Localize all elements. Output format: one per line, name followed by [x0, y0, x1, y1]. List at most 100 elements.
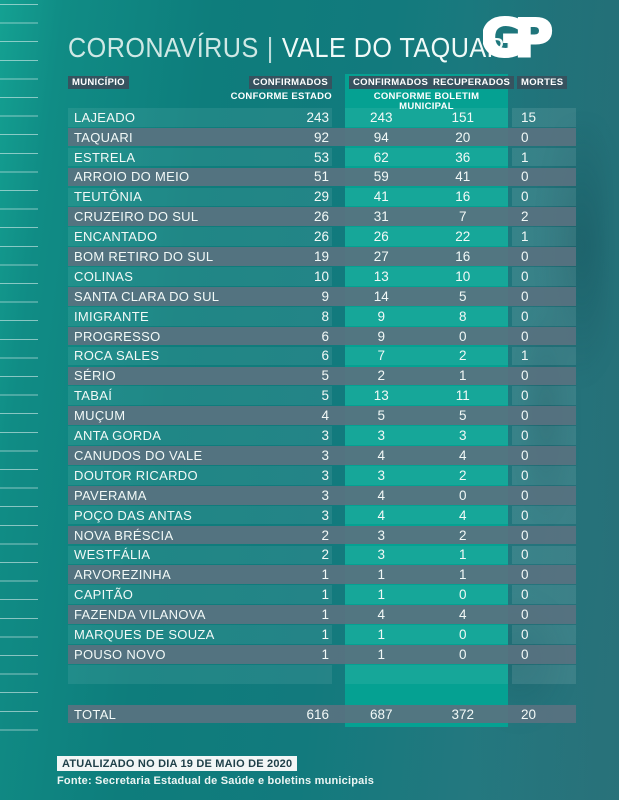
deaths-value: 0 [521, 368, 529, 384]
gap [332, 506, 345, 525]
municipality-name: SÉRIO [74, 368, 116, 384]
confirmed-state-value: 3 [321, 428, 329, 444]
deaths-value: 1 [512, 227, 576, 246]
municipality-name: TAQUARI [74, 129, 133, 145]
recovered-value: 10 [426, 267, 508, 286]
municipality-name: CRUZEIRO DO SUL [74, 209, 199, 225]
deaths-value [512, 685, 576, 704]
gp-logo: GP [480, 6, 563, 71]
footer: ATUALIZADO NO DIA 19 DE MAIO DE 2020 Fon… [57, 754, 374, 787]
gap [332, 565, 345, 584]
gap [332, 486, 345, 505]
deaths-value: 0 [512, 386, 576, 406]
recovered-value: 16 [426, 187, 508, 207]
gap [332, 446, 345, 465]
table-row: CRUZEIRO DO SUL 26 31 7 2 [68, 207, 576, 227]
page-title: CORONAVÍRUS | VALE DO TAQUARI [68, 32, 513, 64]
gap [332, 605, 345, 624]
ladder-decoration [0, 4, 38, 745]
confirmed-state-value: 51 [313, 169, 329, 185]
table-row: MUÇUM 4 5 5 0 [68, 406, 576, 425]
recovered-value: 22 [426, 227, 508, 246]
deaths-value: 0 [521, 169, 529, 185]
table-row: POÇO DAS ANTAS 3 4 4 0 [68, 505, 576, 525]
gap [332, 526, 345, 545]
confirmed-municipal-value: 9 [345, 306, 427, 326]
gp-logo-icon: GP [480, 8, 562, 71]
confirmed-state-value: 92 [313, 129, 329, 145]
gap [332, 287, 345, 306]
confirmed-municipal-value: 7 [345, 346, 427, 366]
confirmed-municipal-value [345, 664, 427, 684]
recovered-value: 0 [458, 487, 467, 503]
confirmed-municipal-value: 13 [345, 386, 427, 406]
table-row: DOUTOR RICARDO 3 3 2 0 [68, 466, 576, 485]
confirmed-municipal-value: 31 [373, 209, 389, 225]
deaths-value: 0 [521, 288, 529, 304]
municipality-name: DOUTOR RICARDO [74, 467, 198, 483]
confirmed-state-value: 3 [321, 507, 329, 523]
deaths-value: 0 [521, 527, 529, 543]
recovered-value [426, 664, 508, 684]
deaths-value: 0 [521, 567, 529, 583]
confirmed-state-value: 26 [313, 209, 329, 225]
municipality-name: CANUDOS DO VALE [74, 447, 203, 463]
header-recuperados: RECUPERADOS [429, 76, 515, 90]
table-row: TEUTÔNIA 29 41 16 0 [68, 187, 576, 207]
confirmed-state-value: 5 [321, 368, 329, 384]
confirmed-municipal-value: 3 [377, 527, 385, 543]
table-row: ENCANTADO 26 26 22 1 [68, 227, 576, 246]
confirmed-municipal-value: 4 [377, 487, 385, 503]
title-part2: VALE DO TAQUARI [281, 32, 513, 63]
deaths-value: 20 [521, 706, 537, 722]
subheader-conforme-boletim: CONFORME BOLETIM MUNICIPAL [373, 91, 480, 113]
deaths-value: 0 [512, 545, 576, 565]
deaths-value: 2 [521, 209, 529, 225]
table-row [68, 664, 576, 684]
confirmed-state-value: 6 [321, 348, 329, 364]
municipality-name: WESTFÁLIA [74, 547, 151, 563]
confirmed-municipal-value: 9 [377, 328, 385, 344]
confirmed-state-value: 4 [321, 408, 329, 424]
deaths-value: 0 [512, 505, 576, 525]
recovered-value: 3 [426, 426, 508, 445]
recovered-value: 36 [426, 147, 508, 167]
municipality-name: ANTA GORDA [74, 428, 162, 444]
confirmed-state-value: 243 [306, 109, 329, 125]
municipality-name: ENCANTADO [74, 229, 158, 245]
municipality-name: IMIGRANTE [74, 308, 149, 324]
deaths-value: 0 [512, 466, 576, 485]
table-row: PAVERAMA 3 4 0 0 [68, 485, 576, 505]
gap [332, 267, 345, 286]
confirmed-municipal-value: 1 [345, 585, 427, 604]
recovered-value: 1 [426, 545, 508, 565]
confirmed-state-value: 29 [313, 189, 329, 205]
header-mortes: MORTES [517, 76, 568, 90]
gp-logo-text: GP [483, 9, 551, 66]
confirmed-municipal-value: 13 [345, 267, 427, 286]
deaths-value: 15 [512, 108, 576, 127]
confirmed-municipal-value: 5 [377, 408, 385, 424]
deaths-value: 0 [521, 646, 529, 662]
table-row: CAPITÃO 1 1 0 0 [68, 585, 576, 604]
table-row: MARQUES DE SOUZA 1 1 0 0 [68, 625, 576, 644]
municipality-name: ARVOREZINHA [74, 567, 171, 583]
table-row: FAZENDA VILANOVA 1 4 4 0 [68, 605, 576, 624]
recovered-value: 8 [426, 306, 508, 326]
confirmed-municipal-value: 59 [373, 169, 389, 185]
recovered-value: 0 [458, 328, 467, 344]
confirmed-municipal-value: 4 [377, 447, 385, 463]
table-row: ESTRELA 53 62 36 1 [68, 147, 576, 167]
confirmed-municipal-value: 27 [373, 249, 389, 265]
updated-badge: ATUALIZADO NO DIA 19 DE MAIO DE 2020 [57, 756, 298, 771]
confirmed-state-value: 2 [321, 527, 329, 543]
gap [332, 426, 345, 445]
recovered-value: 7 [458, 209, 467, 225]
table-row: POUSO NOVO 1 1 0 0 [68, 645, 576, 664]
gap [332, 347, 345, 366]
subheader-conforme-estado: CONFORME ESTADO [230, 91, 332, 102]
confirmed-state-value: 10 [313, 268, 329, 284]
deaths-value: 0 [521, 249, 529, 265]
table-row: NOVA BRÉSCIA 2 3 2 0 [68, 525, 576, 545]
